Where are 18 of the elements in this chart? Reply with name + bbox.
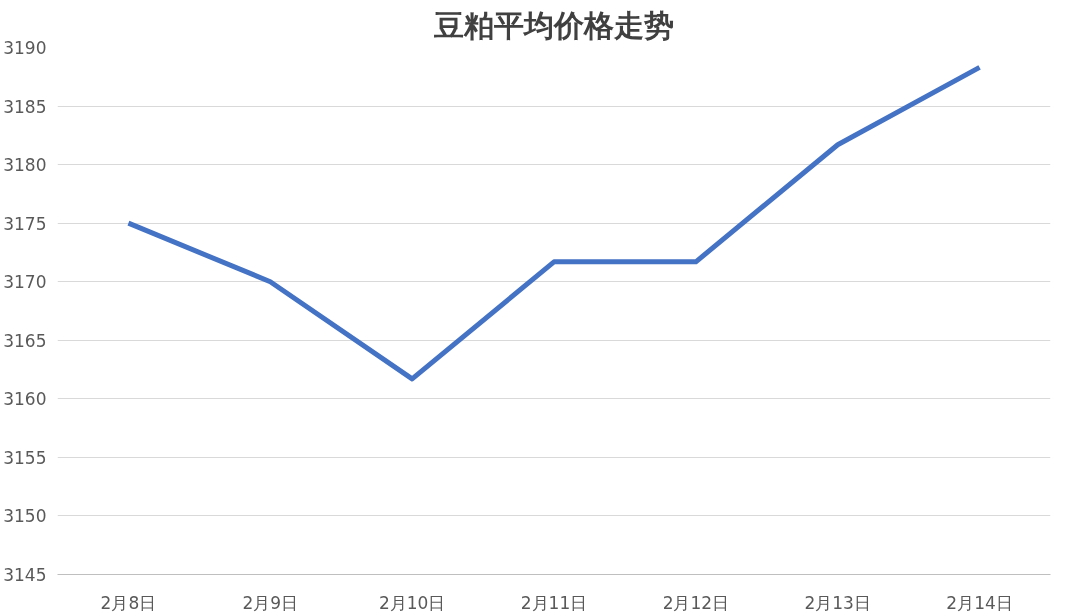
y-tick-label: 3185 <box>3 96 47 117</box>
y-tick-label: 3190 <box>3 38 47 58</box>
y-tick-label: 3150 <box>3 506 47 527</box>
x-tick-label: 2月12日 <box>662 592 730 613</box>
x-tick-label: 2月11日 <box>520 592 588 613</box>
y-tick-label: 3170 <box>3 272 47 293</box>
x-tick-label: 2月9日 <box>242 592 299 613</box>
x-tick-label: 2月8日 <box>100 592 157 613</box>
y-tick-label: 3160 <box>3 389 47 410</box>
y-tick-label: 3180 <box>3 155 47 176</box>
y-tick-label: 3145 <box>3 565 47 585</box>
x-tick-label: 2月14日 <box>946 592 1013 613</box>
y-tick-label: 3165 <box>3 330 47 351</box>
chart-title: 豆粕平均价格走势 <box>433 7 674 43</box>
y-tick-label: 3155 <box>3 447 47 468</box>
x-tick-label: 2月10日 <box>378 592 446 613</box>
y-tick-label: 3175 <box>3 213 47 234</box>
x-tick-label: 2月13日 <box>804 592 871 613</box>
